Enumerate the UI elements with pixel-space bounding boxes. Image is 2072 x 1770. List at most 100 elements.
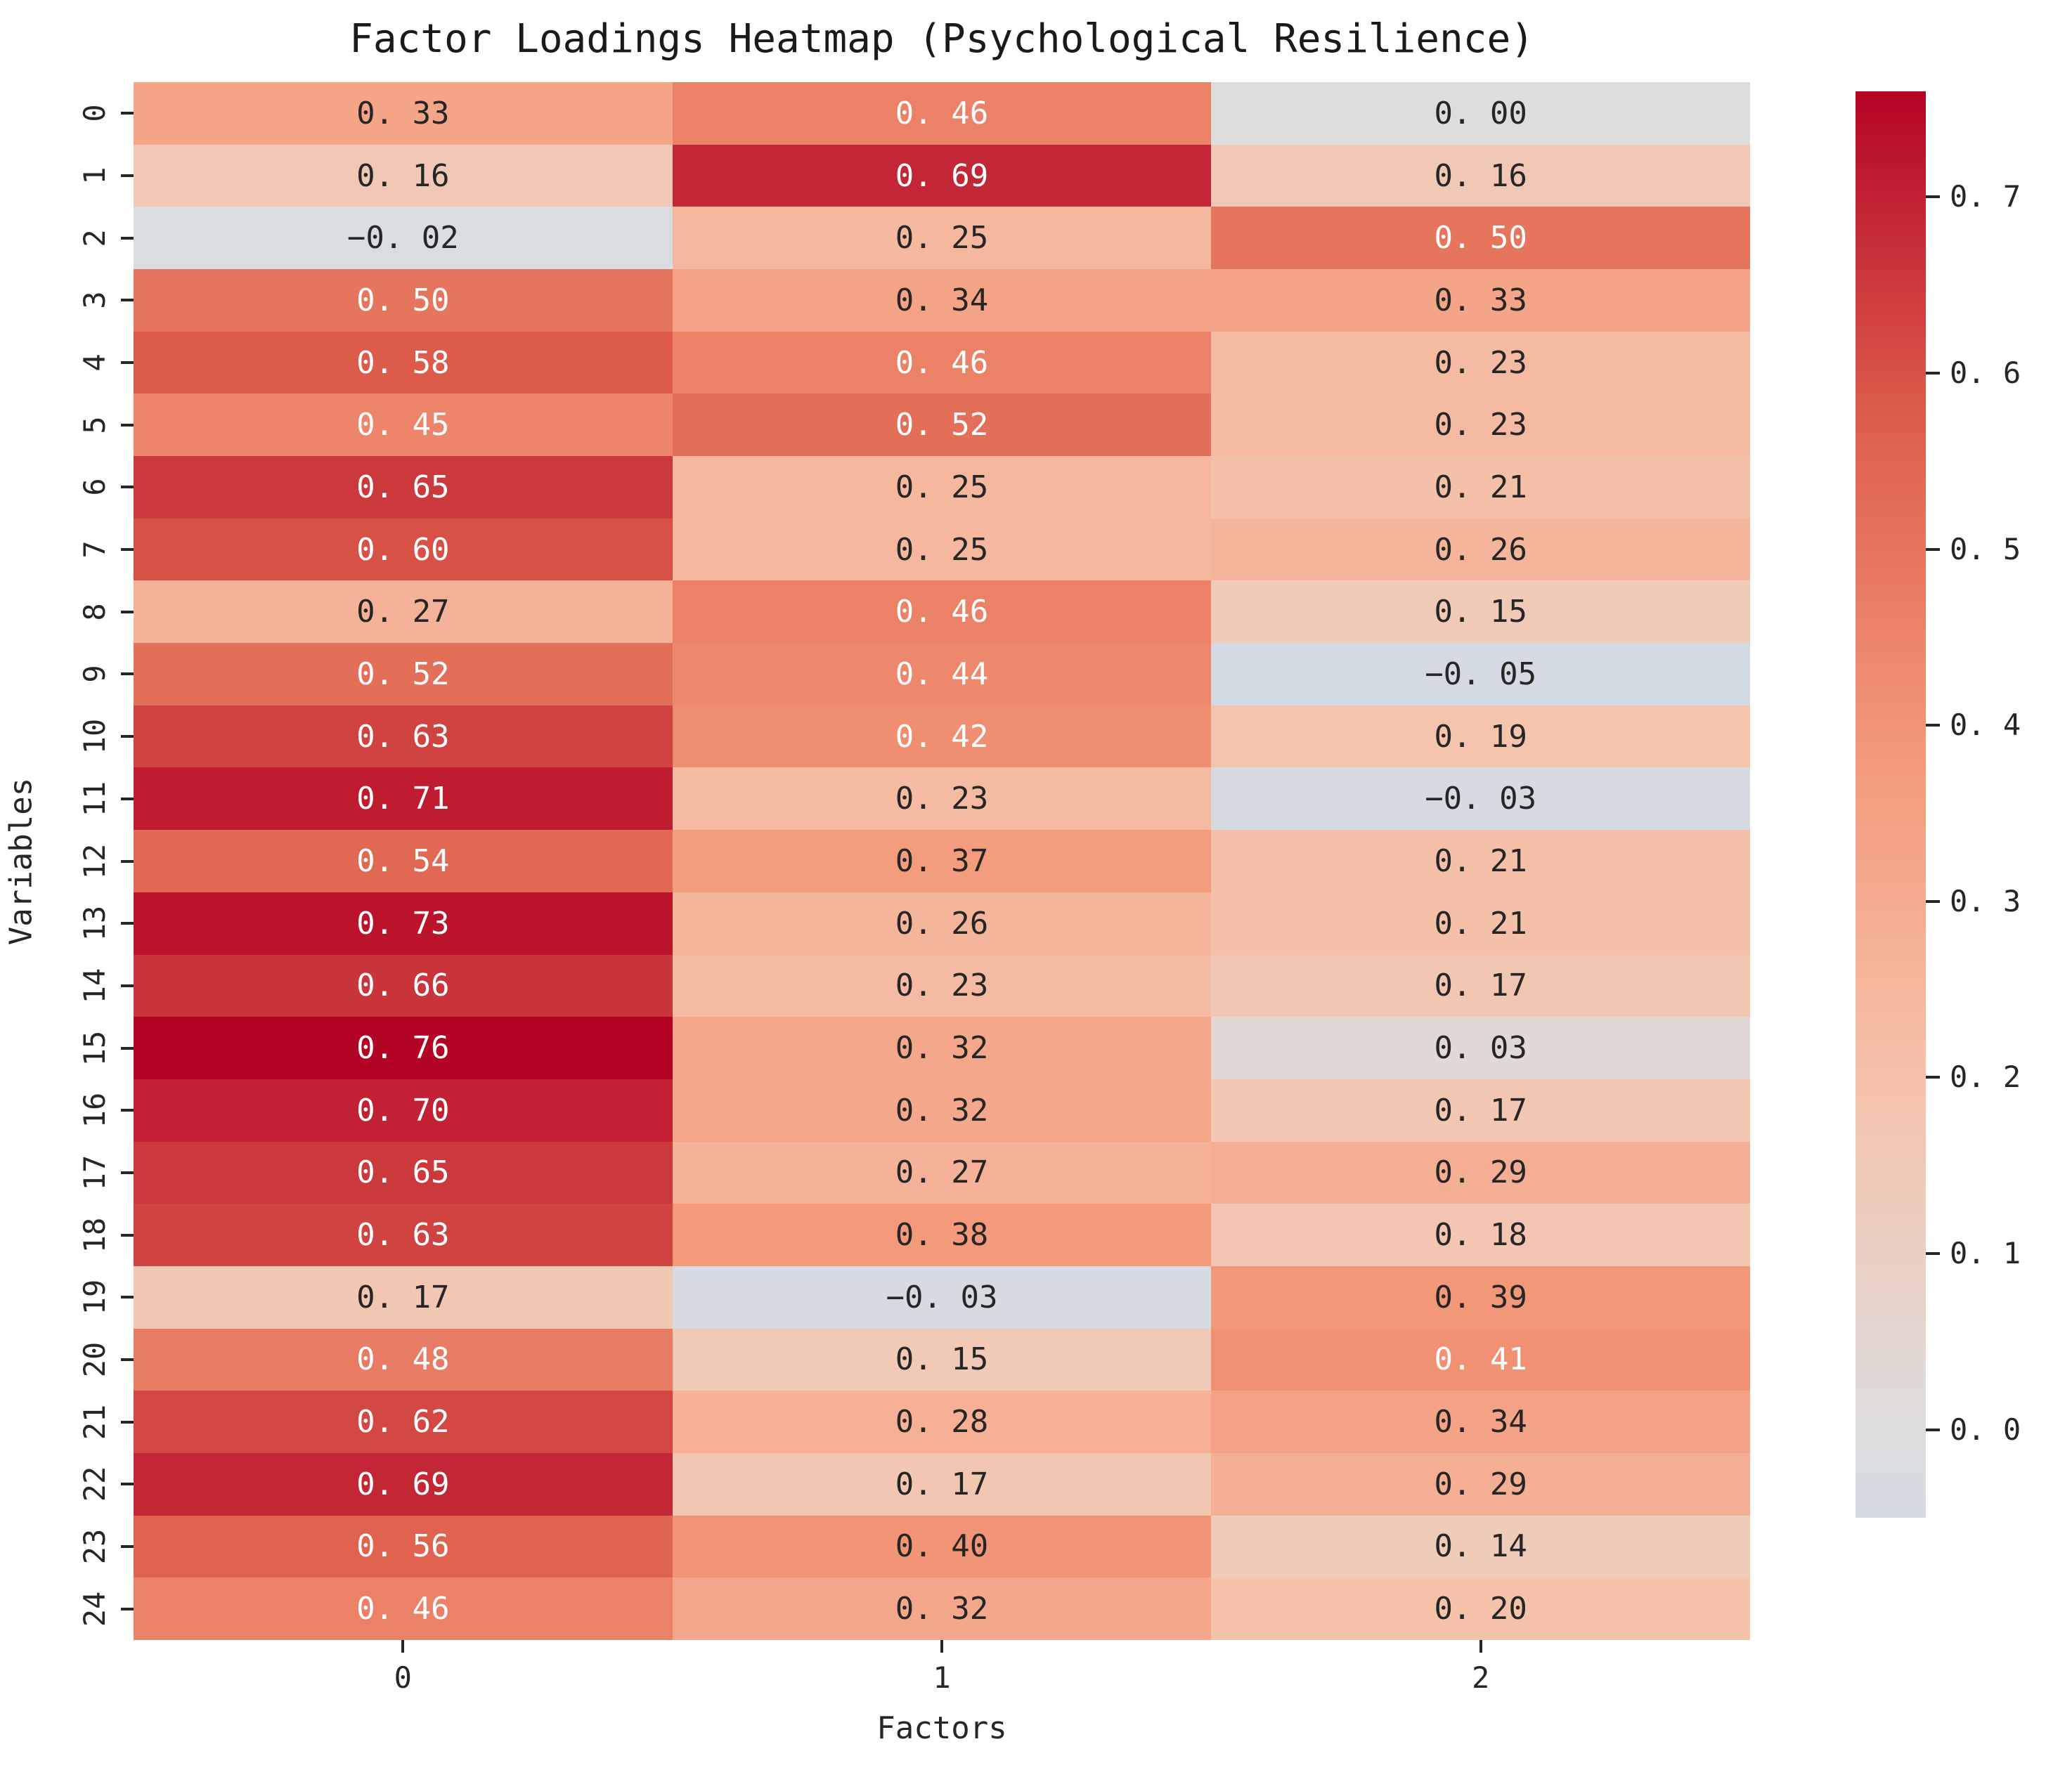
heatmap-cell: 0. 54 <box>134 830 673 892</box>
y-tick-mark <box>121 486 134 489</box>
y-tick-mark <box>121 610 134 613</box>
y-tick-mark <box>121 1544 134 1548</box>
heatmap-cell: 0. 50 <box>1211 207 1750 270</box>
heatmap-cell: 0. 46 <box>672 82 1212 145</box>
heatmap-cell: 0. 37 <box>672 830 1212 892</box>
y-tick-mark <box>121 236 134 240</box>
heatmap-cell: 0. 56 <box>134 1515 673 1578</box>
heatmap-cell: 0. 71 <box>134 767 673 831</box>
heatmap-cell: 0. 15 <box>672 1328 1212 1391</box>
heatmap-cell: −0. 02 <box>134 207 673 270</box>
heatmap-cell: 0. 69 <box>672 144 1212 207</box>
y-tick-mark <box>121 859 134 863</box>
heatmap-cell: 0. 23 <box>1211 331 1750 394</box>
y-tick-mark <box>121 1483 134 1486</box>
heatmap-cell: 0. 14 <box>1211 1515 1750 1578</box>
heatmap-cell: 0. 25 <box>672 518 1212 581</box>
x-tick-mark <box>1479 1640 1482 1653</box>
heatmap-cell: 0. 21 <box>1211 456 1750 519</box>
y-tick-mark <box>121 672 134 676</box>
y-tick-label: 24 <box>77 1591 112 1627</box>
colorbar-tick-label: 0. 3 <box>1950 883 2021 918</box>
y-tick-mark <box>121 1420 134 1424</box>
y-tick-mark <box>121 361 134 365</box>
y-tick-mark <box>121 735 134 738</box>
x-tick-mark <box>940 1640 943 1653</box>
heatmap-cell: 0. 60 <box>134 518 673 581</box>
y-tick-mark <box>121 174 134 178</box>
heatmap-cell: 0. 21 <box>1211 892 1750 955</box>
heatmap-cell: 0. 46 <box>672 580 1212 644</box>
y-tick-mark <box>121 548 134 552</box>
x-axis-label: Factors <box>876 1710 1007 1746</box>
colorbar-tick-mark <box>1926 1076 1940 1079</box>
heatmap-cell: 0. 27 <box>672 1141 1212 1204</box>
heatmap-cell: −0. 03 <box>672 1265 1212 1329</box>
heatmap-cell: 0. 52 <box>672 393 1212 457</box>
heatmap-cell: 0. 65 <box>134 1141 673 1204</box>
heatmap-cell: 0. 17 <box>134 1265 673 1329</box>
colorbar-tick-label: 0. 7 <box>1950 179 2021 214</box>
heatmap-cell: 0. 52 <box>134 643 673 705</box>
heatmap-cell: 0. 16 <box>1211 144 1750 207</box>
colorbar <box>1856 91 1926 1518</box>
colorbar-tick-label: 0. 1 <box>1950 1236 2021 1271</box>
chart-title: Factor Loadings Heatmap (Psychological R… <box>349 16 1534 62</box>
y-tick-mark <box>121 1233 134 1237</box>
heatmap-cell: 0. 33 <box>1211 269 1750 332</box>
heatmap-cell: 0. 40 <box>672 1515 1212 1578</box>
heatmap-cell: 0. 18 <box>1211 1204 1750 1266</box>
colorbar-tick-mark <box>1926 724 1940 727</box>
colorbar-tick-label: 0. 2 <box>1950 1060 2021 1095</box>
heatmap-cell: 0. 45 <box>134 393 673 457</box>
colorbar-tick-label: 0. 6 <box>1950 355 2021 390</box>
heatmap-cell: 0. 15 <box>1211 580 1750 644</box>
y-tick-mark <box>121 1109 134 1112</box>
heatmap-cell: −0. 03 <box>1211 767 1750 831</box>
heatmap-cell: 0. 27 <box>134 580 673 644</box>
y-tick-mark <box>121 922 134 925</box>
heatmap-cell: 0. 29 <box>1211 1452 1750 1516</box>
heatmap-cell: 0. 25 <box>672 207 1212 270</box>
y-tick-mark <box>121 423 134 427</box>
heatmap-cell: 0. 23 <box>672 954 1212 1017</box>
heatmap-cell: 0. 25 <box>672 456 1212 519</box>
colorbar-tick-mark <box>1926 1252 1940 1256</box>
heatmap-cell: 0. 44 <box>672 643 1212 705</box>
y-tick-mark <box>121 1358 134 1361</box>
heatmap-cell: 0. 32 <box>672 1017 1212 1079</box>
colorbar-tick-mark <box>1926 195 1940 199</box>
heatmap-cell: 0. 62 <box>134 1391 673 1453</box>
heatmap-cell: 0. 58 <box>134 331 673 394</box>
heatmap-cell: 0. 17 <box>1211 954 1750 1017</box>
heatmap-cell: −0. 05 <box>1211 643 1750 705</box>
colorbar-tick-mark <box>1926 547 1940 551</box>
heatmap-cell: 0. 03 <box>1211 1017 1750 1079</box>
x-tick-mark <box>401 1640 405 1653</box>
x-tick-label: 0 <box>394 1660 412 1695</box>
heatmap-cell: 0. 23 <box>672 767 1212 831</box>
heatmap-cell: 0. 69 <box>134 1452 673 1516</box>
heatmap-cell: 0. 21 <box>1211 830 1750 892</box>
heatmap-cell: 0. 41 <box>1211 1328 1750 1391</box>
colorbar-tick-label: 0. 5 <box>1950 531 2021 566</box>
y-tick-mark <box>121 797 134 800</box>
heatmap-cell: 0. 26 <box>1211 518 1750 581</box>
heatmap-cell: 0. 28 <box>672 1391 1212 1453</box>
heatmap-cell: 0. 39 <box>1211 1265 1750 1329</box>
heatmap-cell: 0. 00 <box>1211 82 1750 145</box>
heatmap-cell: 0. 23 <box>1211 393 1750 457</box>
y-tick-mark <box>121 1296 134 1299</box>
colorbar-tick-label: 0. 0 <box>1950 1412 2021 1447</box>
y-tick-mark <box>121 1171 134 1174</box>
heatmap-cell: 0. 76 <box>134 1017 673 1079</box>
heatmap-cell: 0. 33 <box>134 82 673 145</box>
heatmap-cell: 0. 34 <box>1211 1391 1750 1453</box>
heatmap-cell: 0. 63 <box>134 1204 673 1266</box>
heatmap-cell: 0. 16 <box>134 144 673 207</box>
colorbar-tick-mark <box>1926 899 1940 903</box>
heatmap-cell: 0. 32 <box>672 1577 1212 1640</box>
heatmap-cell: 0. 66 <box>134 954 673 1017</box>
heatmap-cell: 0. 38 <box>672 1204 1212 1266</box>
